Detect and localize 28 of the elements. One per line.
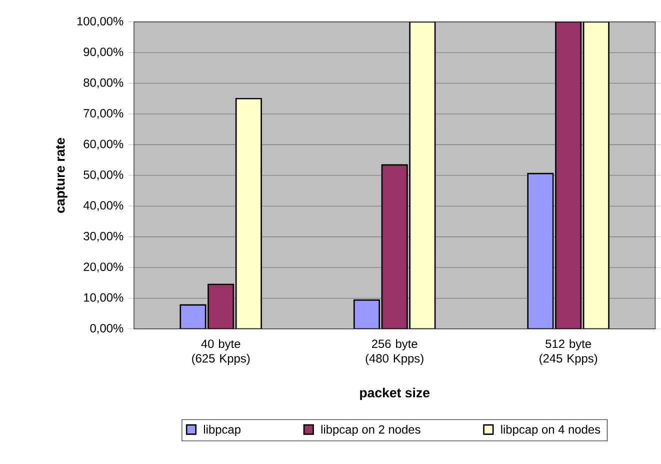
y-tick-label: 40,00% — [83, 201, 124, 212]
x-axis-title: packet size — [360, 388, 430, 400]
y-axis-title: capture rate — [56, 138, 68, 214]
x-tick-label: 512 byte (245 Kpps) — [540, 339, 598, 366]
bar — [235, 98, 262, 330]
bar — [409, 22, 436, 330]
y-tick-label: 80,00% — [84, 78, 124, 88]
bar — [527, 173, 554, 330]
legend-label: libpcap on 4 nodes — [501, 425, 600, 436]
x-tick-label: 256 byte (480 Kpps) — [366, 339, 424, 366]
bar — [582, 22, 610, 330]
bar — [353, 300, 380, 330]
y-tick-label: 70,00% — [84, 109, 124, 120]
y-tick-label: 60,00% — [84, 140, 124, 150]
bar — [208, 284, 234, 330]
y-tick-label: 100,00% — [77, 17, 124, 28]
x-tick-label: 40 byte (625 Kpps) — [192, 339, 250, 366]
y-tick-label: 0,00% — [90, 324, 124, 334]
y-tick-label: 30,00% — [84, 232, 124, 242]
legend-label: libpcap on 2 nodes — [321, 425, 420, 436]
y-tick-label: 20,00% — [84, 262, 124, 273]
legend-label: libpcap — [204, 425, 240, 436]
y-tick-label: 90,00% — [84, 48, 124, 58]
bar — [381, 164, 408, 330]
bar — [180, 304, 206, 330]
y-tick-label: 50,00% — [84, 170, 124, 181]
bar — [555, 22, 582, 330]
y-tick-label: 10,00% — [84, 294, 124, 304]
